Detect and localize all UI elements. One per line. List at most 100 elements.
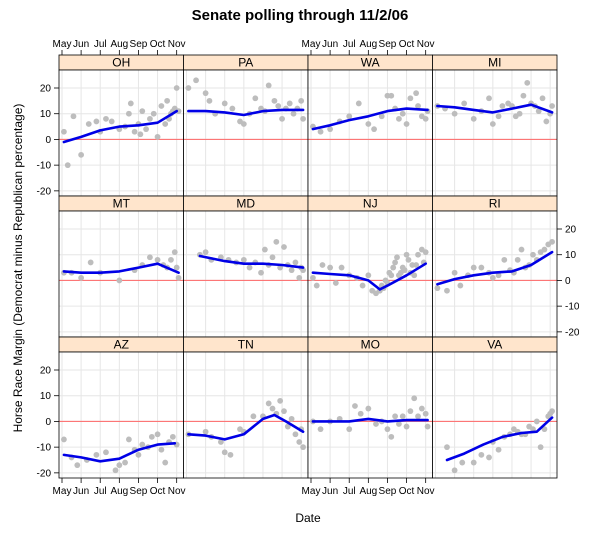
panel-pa: PA — [183, 54, 309, 197]
trend-line-az — [62, 442, 177, 463]
poll-point — [543, 118, 550, 125]
poll-point — [388, 272, 395, 279]
y-tick-label-right: 20 — [565, 225, 577, 236]
poll-point — [125, 110, 132, 117]
x-tick-label-top: Jul — [94, 39, 107, 50]
strip-label-oh: OH — [112, 56, 130, 70]
strip-label-ri: RI — [489, 197, 501, 211]
panel-mo: MO — [307, 336, 433, 479]
poll-point — [388, 433, 395, 440]
poll-point — [390, 264, 397, 271]
poll-point — [403, 423, 410, 430]
x-tick-label-top: Aug — [359, 39, 377, 50]
poll-point — [164, 97, 171, 104]
axes-layer: MayMayJunJunJulJulAugAugSepSepOctOctNovN… — [37, 39, 580, 497]
poll-point — [520, 92, 527, 99]
poll-point — [292, 259, 299, 266]
y-tick-label-left: 20 — [40, 84, 52, 95]
poll-point — [470, 459, 477, 466]
x-tick-label-bottom: Sep — [379, 486, 397, 497]
poll-point — [346, 426, 353, 433]
poll-point — [286, 100, 293, 107]
x-tick-label-top: May — [302, 39, 321, 50]
x-tick-label-top: Oct — [399, 39, 415, 50]
x-tick-label-top: Nov — [168, 39, 186, 50]
poll-point — [489, 121, 496, 127]
poll-point — [451, 269, 458, 276]
poll-point — [444, 444, 450, 451]
poll-point — [64, 162, 71, 169]
poll-point — [70, 113, 77, 120]
poll-point — [281, 408, 287, 415]
poll-point — [147, 254, 153, 261]
poll-point — [418, 405, 425, 412]
poll-point — [535, 108, 542, 115]
poll-point — [300, 444, 306, 451]
poll-point — [516, 110, 523, 117]
x-tick-label-top: Jun — [73, 39, 89, 50]
poll-point — [85, 121, 92, 127]
poll-point — [424, 423, 431, 430]
poll-point — [143, 126, 149, 133]
poll-point — [261, 246, 268, 253]
poll-point — [175, 274, 182, 281]
poll-point — [298, 97, 305, 104]
x-tick-label-bottom: Jul — [94, 486, 107, 497]
poll-point — [258, 269, 264, 276]
poll-point — [148, 433, 155, 440]
strip-label-va: VA — [487, 338, 502, 352]
poll-point — [154, 431, 161, 438]
poll-point — [346, 113, 353, 120]
poll-point — [489, 274, 496, 281]
poll-point — [396, 421, 402, 427]
poll-point — [275, 103, 282, 109]
plot-area-ri — [432, 211, 557, 337]
poll-point — [461, 100, 468, 107]
y-tick-label-left: 20 — [40, 366, 52, 377]
x-tick-label-bottom: May — [53, 486, 72, 497]
poll-point — [288, 267, 295, 274]
poll-point — [317, 128, 324, 135]
strip-label-nj: NJ — [363, 197, 378, 211]
poll-point — [539, 95, 546, 102]
poll-point — [273, 238, 280, 245]
panel-ri: RI — [432, 195, 558, 338]
poll-point — [162, 121, 169, 127]
trend-line-md — [198, 254, 305, 269]
poll-point — [530, 251, 536, 258]
plot-area-wa — [308, 70, 433, 196]
strip-label-mo: MO — [361, 338, 380, 352]
poll-point — [158, 446, 165, 453]
poll-point — [365, 121, 372, 127]
y-tick-label-left: 0 — [45, 417, 51, 428]
x-axis-label: Date — [295, 511, 321, 525]
poll-point — [401, 267, 408, 274]
poll-point — [112, 467, 119, 474]
y-tick-label-left: 0 — [45, 135, 51, 146]
poll-point — [116, 462, 123, 469]
poll-point — [103, 449, 109, 456]
panel-va: VA — [432, 336, 558, 479]
poll-point — [327, 264, 334, 271]
poll-point — [78, 151, 85, 158]
poll-point — [411, 272, 418, 279]
poll-point — [269, 254, 276, 261]
poll-point — [202, 90, 209, 97]
trend-line-va — [445, 416, 554, 462]
x-tick-label-top: Sep — [379, 39, 397, 50]
poll-point — [434, 285, 441, 292]
poll-point — [451, 467, 458, 474]
poll-point — [403, 121, 410, 127]
poll-point — [518, 246, 525, 253]
poll-point — [139, 441, 146, 448]
x-tick-label-bottom: Aug — [359, 486, 377, 497]
x-tick-label-top: May — [53, 39, 72, 50]
poll-point — [265, 82, 272, 89]
x-tick-label-bottom: Nov — [417, 486, 435, 497]
poll-point — [352, 403, 358, 409]
poll-point — [319, 262, 326, 268]
trend-line-mi — [436, 103, 554, 114]
poll-point — [317, 426, 324, 433]
poll-point — [533, 418, 540, 425]
